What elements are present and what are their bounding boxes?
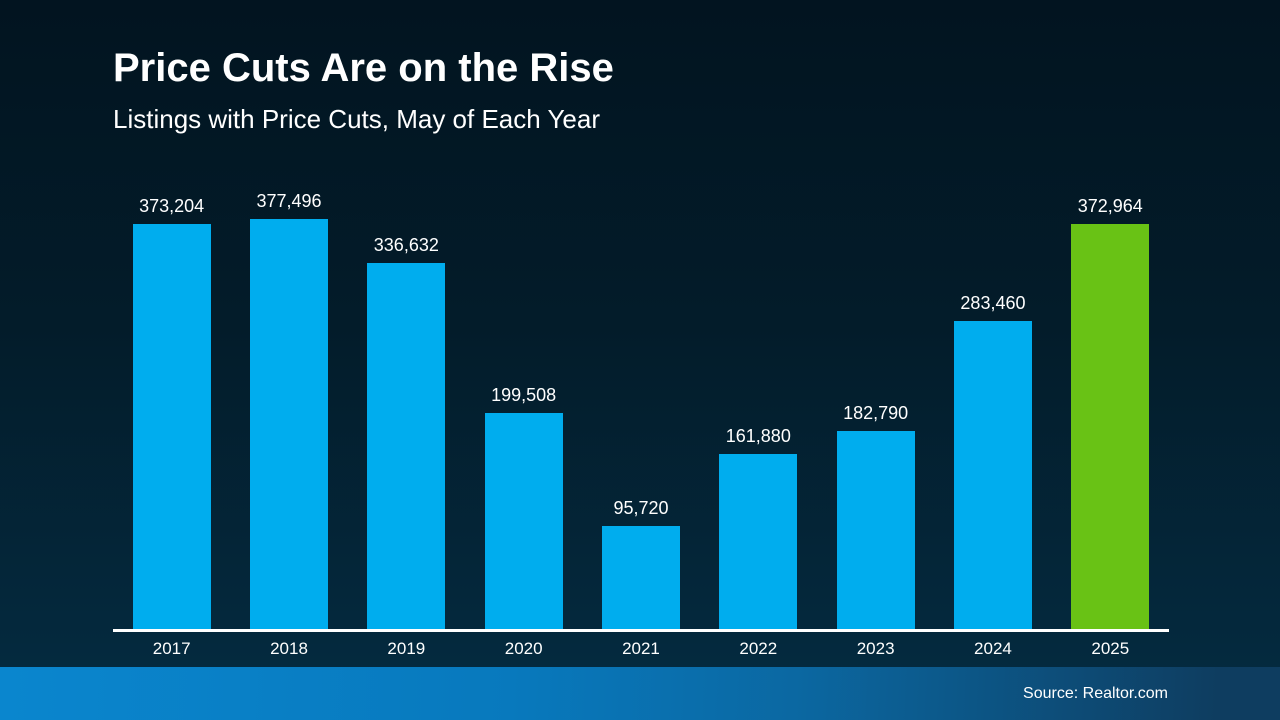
x-axis-labels: 2017 2018 2019 2020 2021 2022 2023 2024 2025: [113, 639, 1169, 659]
x-axis-label-2018: 2018: [270, 639, 308, 658]
chart-subtitle: Listings with Price Cuts, May of Each Ye…: [113, 104, 601, 134]
bar-value-label-2025: 372,964: [1077, 196, 1143, 216]
bar-value-label-2022: 161,880: [725, 426, 791, 446]
x-axis-label-2022: 2022: [739, 639, 778, 658]
bar-group-2019: 336,632: [348, 160, 465, 630]
bar-value-label-2024: 283,460: [960, 293, 1026, 313]
x-axis-label-2024: 2024: [974, 639, 1012, 658]
x-axis-label-2020: 2020: [504, 639, 543, 658]
bar-group-2021: 95,720: [582, 160, 699, 630]
bar-2022: [719, 454, 798, 630]
bar-group-2018: 377,496: [230, 160, 347, 630]
source-bar: Source: Realtor.com: [0, 667, 1280, 720]
bar-value-label-2021: 95,720: [613, 498, 669, 518]
x-axis-label-2019: 2019: [387, 639, 426, 658]
bar-2023: [836, 431, 915, 630]
bar-2019: [367, 263, 446, 630]
bar-2025: [1071, 224, 1150, 630]
bar-2021: [601, 526, 680, 630]
bar-chart: 373,204 377,496 336,632 199,508 95,720 161,88…: [113, 160, 1169, 630]
bar-group-2025: 372,964: [1052, 160, 1169, 630]
bar-2020: [484, 413, 563, 630]
bar-group-2022: 161,880: [700, 160, 817, 630]
bar-value-label-2018: 377,496: [256, 191, 322, 211]
bar-value-label-2023: 182,790: [843, 403, 909, 423]
x-axis-label-2017: 2017: [152, 639, 191, 658]
chart-header: Price Cuts Are on the Rise Listings with…: [113, 46, 614, 134]
chart-title: Price Cuts Are on the Rise: [113, 46, 614, 90]
bar-value-label-2020: 199,508: [491, 385, 557, 405]
bar-group-2020: 199,508: [465, 160, 582, 630]
bar-2018: [249, 219, 328, 630]
bar-2024: [953, 321, 1032, 630]
bar-series: 373,204 377,496 336,632 199,508 95,720 161,88…: [113, 160, 1169, 630]
bar-group-2023: 182,790: [817, 160, 934, 630]
bar-value-label-2019: 336,632: [373, 235, 439, 255]
x-axis-line: [113, 629, 1169, 632]
source-text: Source: Realtor.com: [1023, 685, 1168, 702]
x-axis-label-2025: 2025: [1091, 639, 1130, 658]
bar-value-label-2017: 373,204: [139, 196, 205, 216]
bar-group-2024: 283,460: [934, 160, 1051, 630]
x-axis-label-2021: 2021: [622, 639, 660, 658]
bar-group-2017: 373,204: [113, 160, 230, 630]
x-axis-label-2023: 2023: [856, 639, 895, 658]
bar-2017: [132, 224, 211, 630]
